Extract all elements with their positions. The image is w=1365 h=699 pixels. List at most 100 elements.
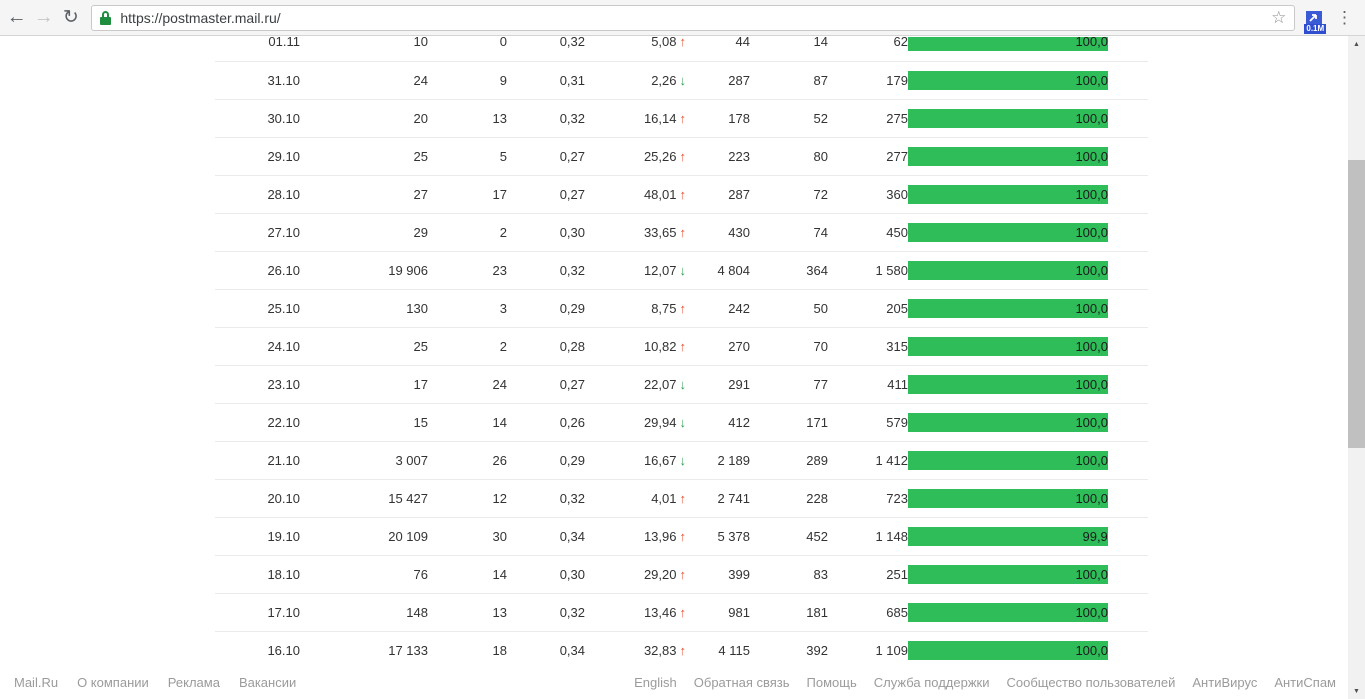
address-bar[interactable]: https://postmaster.mail.ru/ ☆: [91, 4, 1296, 31]
table-row[interactable]: 20.10 15 427 12 0,32 4,01 ↑ 2 741 228 723…: [215, 479, 1148, 517]
cell-value: 181: [806, 604, 828, 620]
chrome-menu-icon[interactable]: ⋮: [1335, 8, 1353, 27]
cell-delivery-bar: 100,0: [908, 479, 1148, 517]
cell-date: 22.10: [267, 414, 300, 430]
table-row[interactable]: 19.10 20 109 30 0,34 13,96 ↑ 5 378 452 1 …: [215, 517, 1148, 555]
cell-value: 44: [735, 37, 750, 50]
url-text[interactable]: https://postmaster.mail.ru/: [120, 9, 281, 26]
cell-value-with-trend: 33,65 ↑: [643, 224, 686, 240]
cell-value: 50: [813, 300, 828, 316]
table-row[interactable]: 22.10 15 14 0,26 29,94 ↓ 412 171 579 100,…: [215, 403, 1148, 441]
cell-date: 26.10: [267, 262, 300, 278]
cell-value-with-trend: 16,14 ↑: [643, 110, 686, 126]
table-row[interactable]: 27.10 29 2 0,30 33,65 ↑ 430 74 450 100,0: [215, 213, 1148, 251]
delivery-progress-bar: 100,0: [908, 108, 1108, 128]
cell-value: 15 427: [388, 490, 428, 506]
cell-value-with-trend: 2,26 ↓: [651, 72, 686, 88]
reload-icon[interactable]: ↻: [62, 7, 79, 28]
scrollbar-thumb[interactable]: [1348, 160, 1365, 448]
footer-link-left-2[interactable]: Реклама: [167, 674, 220, 690]
back-icon[interactable]: ←: [6, 6, 27, 28]
table-row[interactable]: 23.10 17 24 0,27 22,07 ↓ 291 77 411 100,0: [215, 365, 1148, 403]
cell-value: 9: [499, 72, 507, 88]
cell-value: 12: [492, 490, 507, 506]
cell-value: 430: [728, 224, 750, 240]
vertical-scrollbar[interactable]: ▲ ▼: [1348, 36, 1365, 699]
cell-value: 0,28: [559, 338, 585, 354]
table-row[interactable]: 24.10 25 2 0,28 10,82 ↑ 270 70 315 100,0: [215, 327, 1148, 365]
cell-value: 0,30: [559, 566, 585, 582]
footer-link-left-1[interactable]: О компании: [77, 674, 149, 690]
table-row[interactable]: 30.10 20 13 0,32 16,14 ↑ 178 52 275 100,0: [215, 99, 1148, 137]
table-row[interactable]: 18.10 76 14 0,30 29,20 ↑ 399 83 251 100,0: [215, 555, 1148, 593]
table-row[interactable]: 01.11 10 0 0,32 5,08 ↑ 44 14 62 100,0: [215, 37, 1148, 61]
trend-arrow-icon: ↑: [679, 528, 687, 544]
cell-value: 80: [813, 148, 828, 164]
cell-value: 13: [492, 110, 507, 126]
cell-date: 31.10: [267, 72, 300, 88]
cell-value: 77: [813, 376, 828, 392]
cell-value-with-trend: 13,46 ↑: [643, 604, 687, 620]
footer-link-right-0[interactable]: English: [634, 674, 677, 690]
cell-value: 315: [886, 338, 908, 354]
cell-value: 13: [492, 604, 507, 620]
cell-value-with-trend: 8,75 ↑: [651, 300, 686, 316]
cell-value: 270: [728, 338, 750, 354]
cell-value: 4 804: [717, 262, 750, 278]
table-row[interactable]: 28.10 27 17 0,27 48,01 ↑ 287 72 360 100,0: [215, 175, 1148, 213]
trend-arrow-icon: ↓: [679, 376, 687, 392]
scroll-up-icon[interactable]: ▲: [1353, 40, 1360, 48]
trend-arrow-icon: ↓: [679, 262, 687, 278]
footer-link-right-6[interactable]: АнтиСпам: [1274, 674, 1336, 690]
cell-value-with-trend: 5,08 ↑: [585, 37, 686, 61]
cell-date: 01.11: [268, 37, 300, 50]
delivery-progress-bar: 99,9: [908, 526, 1108, 546]
cell-date: 18.10: [267, 566, 300, 582]
delivery-progress-bar: 100,0: [908, 412, 1108, 432]
page-footer: Mail.Ru О компании Реклама Вакансии English…: [0, 669, 1348, 699]
table-row[interactable]: 17.10 148 13 0,32 13,46 ↑ 981 181 685 100…: [215, 593, 1148, 631]
cell-value: 0,32: [559, 262, 585, 278]
liveinternet-extension-icon[interactable]: 0.1M: [1304, 10, 1327, 34]
cell-value: 62: [893, 37, 908, 50]
cell-delivery-bar: 100,0: [908, 175, 1148, 213]
delivery-progress-bar: 100,0: [908, 260, 1108, 280]
cell-value: 148: [406, 604, 428, 620]
table-row[interactable]: 31.10 24 9 0,31 2,26 ↓ 287 87 179 100,0: [215, 61, 1148, 99]
cell-value-with-trend: 32,83 ↑: [643, 642, 686, 658]
footer-link-left-0[interactable]: Mail.Ru: [14, 674, 59, 690]
cell-delivery-bar: 100,0: [908, 37, 1148, 61]
cell-value: 277: [886, 148, 908, 164]
cell-value: 20 109: [388, 528, 428, 544]
table-row[interactable]: 29.10 25 5 0,27 25,26 ↑ 223 80 277 100,0: [215, 137, 1148, 175]
cell-value: 1 109: [875, 642, 908, 658]
table-row[interactable]: 21.10 3 007 26 0,29 16,67 ↓ 2 189 289 1 4…: [215, 441, 1148, 479]
cell-value: 15: [413, 414, 428, 430]
cell-value: 0: [499, 37, 507, 50]
table-row[interactable]: 16.10 17 133 18 0,34 32,83 ↑ 4 115 392 1 …: [215, 631, 1148, 669]
table-row[interactable]: 26.10 19 906 23 0,32 12,07 ↓ 4 804 364 1 …: [215, 251, 1148, 289]
cell-value: 87: [813, 72, 828, 88]
footer-link-right-1[interactable]: Обратная связь: [693, 674, 790, 690]
cell-value: 25: [413, 338, 428, 354]
cell-value: 287: [728, 72, 750, 88]
delivery-progress-bar: 100,0: [908, 37, 1108, 52]
footer-links-left: Mail.Ru О компании Реклама Вакансии: [14, 675, 315, 690]
cell-value: 4 115: [718, 642, 750, 658]
footer-link-right-3[interactable]: Служба поддержки: [873, 674, 990, 690]
footer-link-right-2[interactable]: Помощь: [806, 674, 857, 690]
cell-value: 24: [492, 376, 507, 392]
table-row[interactable]: 25.10 130 3 0,29 8,75 ↑ 242 50 205 100,0: [215, 289, 1148, 327]
cell-date: 29.10: [267, 148, 300, 164]
mail-stats-table: 01.11 10 0 0,32 5,08 ↑ 44 14 62 100,0 31.…: [215, 37, 1148, 670]
scroll-down-icon[interactable]: ▼: [1353, 687, 1360, 695]
delivery-progress-bar: 100,0: [908, 298, 1108, 318]
footer-link-right-4[interactable]: Сообщество пользователей: [1006, 674, 1176, 690]
bookmark-star-icon[interactable]: ☆: [1271, 7, 1287, 27]
cell-value: 130: [406, 300, 428, 316]
trend-arrow-icon: ↓: [679, 414, 687, 430]
footer-link-right-5[interactable]: АнтиВирус: [1192, 674, 1258, 690]
trend-arrow-icon: ↑: [679, 604, 687, 620]
delivery-progress-bar: 100,0: [908, 146, 1108, 166]
footer-link-left-3[interactable]: Вакансии: [238, 674, 297, 690]
